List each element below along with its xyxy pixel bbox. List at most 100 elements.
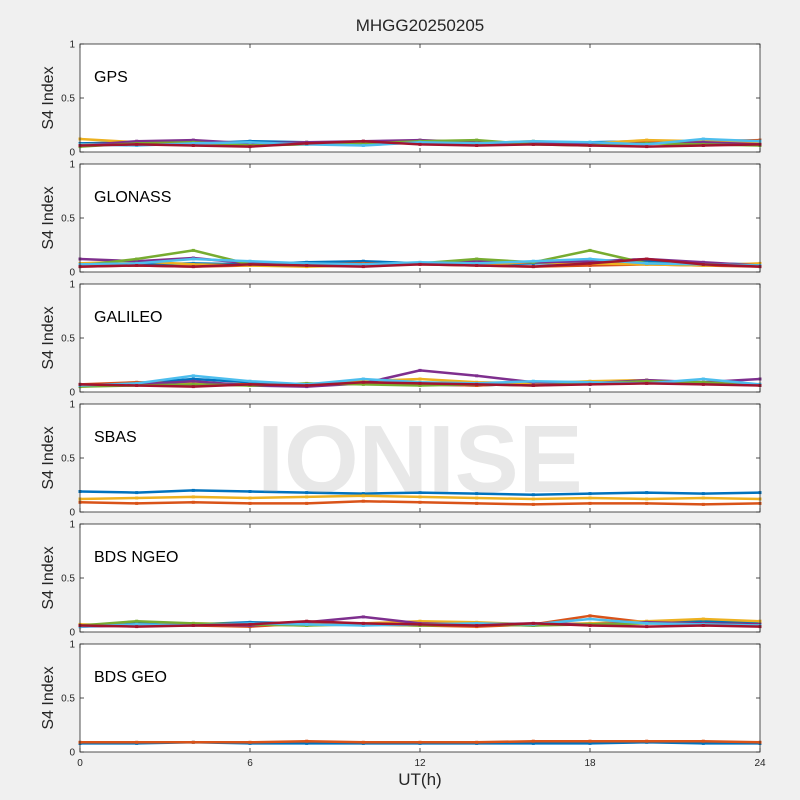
data-point	[645, 257, 649, 261]
data-point	[135, 384, 139, 387]
data-point	[475, 259, 479, 263]
data-point	[701, 502, 705, 506]
data-point	[475, 264, 479, 267]
data-point	[475, 138, 479, 142]
data-point	[191, 374, 195, 378]
data-point	[135, 257, 139, 261]
data-point	[701, 617, 705, 621]
data-point	[475, 382, 479, 386]
data-point	[475, 740, 479, 744]
data-point	[135, 496, 139, 500]
data-point	[531, 502, 535, 506]
data-point	[418, 140, 422, 144]
data-point	[305, 261, 309, 265]
data-point	[305, 619, 309, 623]
data-point	[588, 259, 592, 263]
data-point	[588, 624, 592, 627]
data-point	[418, 368, 422, 372]
data-point	[191, 495, 195, 499]
data-point	[645, 501, 649, 505]
panel-label: GALILEO	[94, 309, 162, 326]
data-point	[645, 497, 649, 501]
y-tick-label: 1	[69, 40, 75, 51]
data-point	[701, 140, 705, 144]
data-point	[588, 264, 592, 267]
data-point	[248, 145, 252, 149]
panel-background	[80, 644, 760, 752]
data-point	[531, 384, 535, 387]
series-1	[78, 739, 762, 744]
data-point	[418, 377, 422, 381]
data-point	[475, 257, 479, 261]
figure-title: MHGG20250205	[355, 16, 485, 35]
panel-gps: 0 0.5 1 GPS S4 Index	[40, 40, 762, 159]
data-point	[418, 381, 422, 385]
data-point	[588, 741, 592, 745]
data-point	[588, 257, 592, 261]
data-point	[588, 617, 592, 621]
data-point	[418, 142, 422, 146]
data-point	[588, 140, 592, 144]
data-point	[645, 625, 649, 629]
data-point	[191, 257, 195, 261]
y-axis-label: S4 Index	[40, 66, 57, 129]
y-axis-label: S4 Index	[40, 426, 57, 489]
panel-background	[80, 164, 760, 272]
data-point	[191, 500, 195, 504]
data-point	[305, 495, 309, 499]
data-point	[305, 501, 309, 505]
data-point	[418, 622, 422, 626]
data-point	[645, 259, 649, 263]
data-point	[248, 490, 252, 493]
data-point	[191, 248, 195, 252]
data-point	[361, 144, 365, 147]
data-point	[135, 259, 139, 263]
panel-background	[80, 524, 760, 632]
data-point	[531, 259, 535, 263]
data-point	[305, 741, 309, 745]
data-point	[475, 141, 479, 145]
data-point	[701, 496, 705, 500]
data-point	[701, 380, 705, 384]
data-point	[475, 621, 479, 625]
panel-label: BDS NGEO	[94, 549, 178, 566]
data-point	[135, 381, 139, 385]
data-point	[361, 262, 365, 266]
data-point	[588, 248, 592, 252]
data-point	[248, 259, 252, 263]
data-point	[418, 384, 422, 387]
y-tick-label: 0	[69, 388, 75, 399]
data-point	[305, 491, 309, 495]
data-point	[418, 740, 422, 744]
data-point	[588, 382, 592, 386]
data-point	[248, 262, 252, 266]
data-point	[645, 261, 649, 265]
data-point	[305, 141, 309, 145]
data-point	[588, 614, 592, 618]
data-point	[701, 262, 705, 266]
y-tick-label: 0	[69, 148, 75, 159]
data-point	[191, 144, 195, 147]
data-point	[361, 259, 365, 263]
y-tick-label: 1	[69, 280, 75, 291]
data-point	[248, 622, 252, 626]
data-point	[475, 374, 479, 378]
data-point	[701, 492, 705, 496]
data-point	[305, 384, 309, 387]
watermark: IONISE	[257, 406, 582, 513]
data-point	[135, 740, 139, 744]
data-point	[191, 141, 195, 145]
data-point	[645, 142, 649, 146]
y-tick-label: 0.5	[61, 574, 75, 585]
x-tick-label: 0	[77, 758, 83, 769]
data-point	[361, 380, 365, 384]
data-point	[645, 381, 649, 385]
data-point	[588, 492, 592, 496]
x-tick-label: 12	[414, 758, 426, 769]
data-point	[191, 379, 195, 383]
panel-label: SBAS	[94, 429, 137, 446]
data-point	[701, 382, 705, 386]
data-point	[531, 142, 535, 146]
y-tick-label: 0	[69, 508, 75, 519]
